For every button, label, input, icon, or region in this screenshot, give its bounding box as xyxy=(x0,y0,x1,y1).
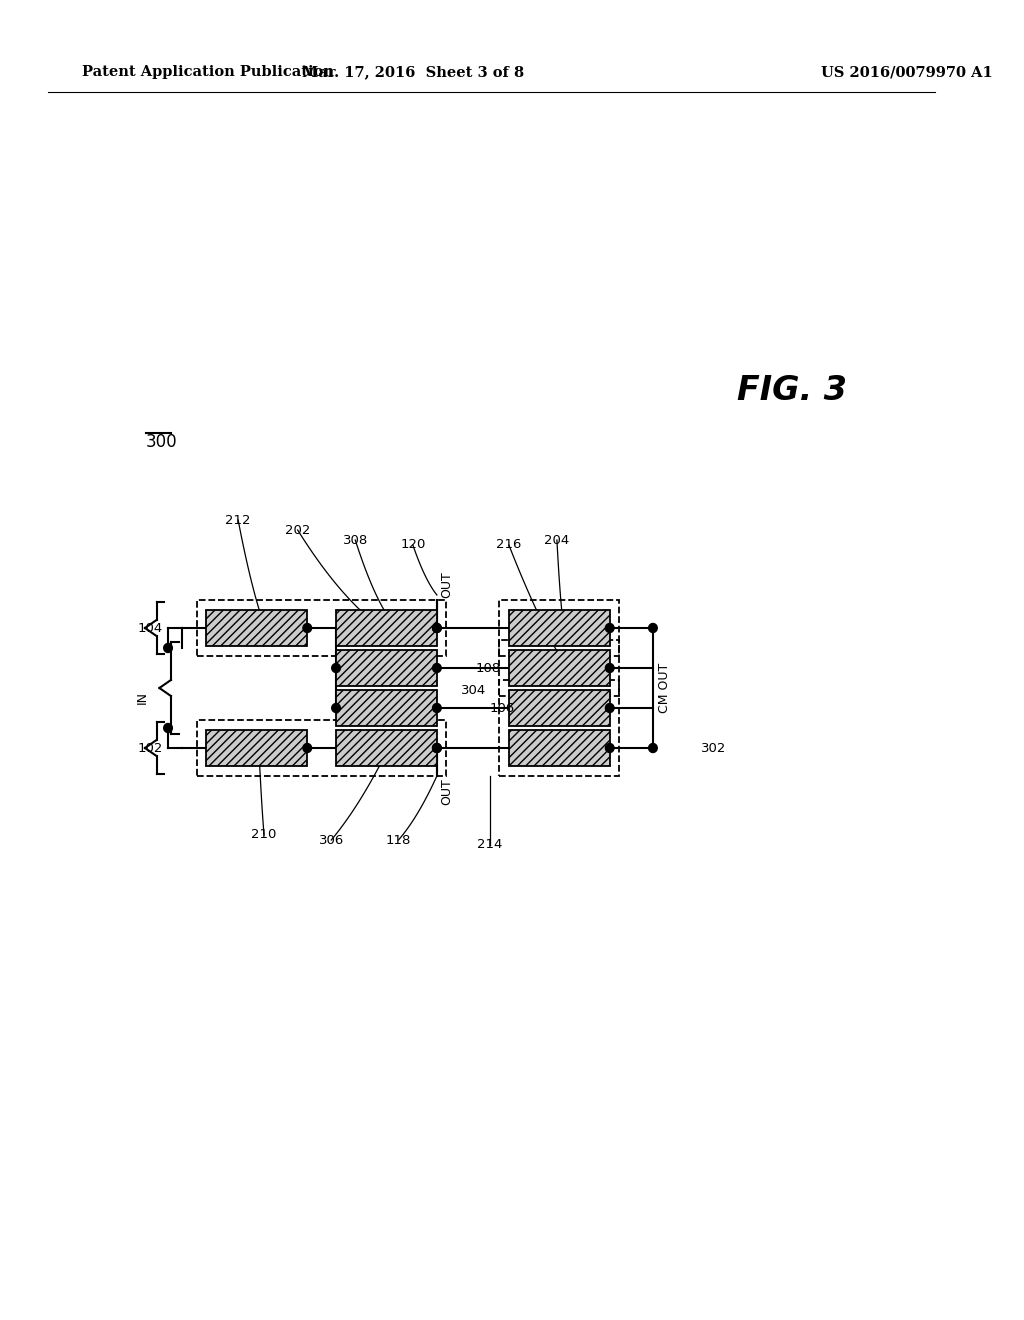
Bar xyxy=(336,649,437,686)
Bar xyxy=(207,610,307,645)
Bar xyxy=(207,730,307,766)
Text: 308: 308 xyxy=(343,533,368,546)
Circle shape xyxy=(605,704,614,713)
Text: US 2016/0079970 A1: US 2016/0079970 A1 xyxy=(821,65,992,79)
Bar xyxy=(509,730,609,766)
Text: 108: 108 xyxy=(475,661,501,675)
Text: 304: 304 xyxy=(461,684,486,697)
Circle shape xyxy=(605,743,614,752)
Circle shape xyxy=(432,743,441,752)
Text: 104: 104 xyxy=(138,622,163,635)
Circle shape xyxy=(332,664,340,672)
Text: IN: IN xyxy=(136,692,148,705)
Text: 118: 118 xyxy=(386,833,412,846)
Text: 214: 214 xyxy=(477,838,503,851)
Text: 202: 202 xyxy=(285,524,310,536)
Bar xyxy=(509,610,609,645)
Text: 102: 102 xyxy=(138,742,163,755)
Circle shape xyxy=(432,623,441,632)
Text: Mar. 17, 2016  Sheet 3 of 8: Mar. 17, 2016 Sheet 3 of 8 xyxy=(302,65,524,79)
Text: OUT: OUT xyxy=(440,572,454,598)
Circle shape xyxy=(332,704,340,713)
Text: Patent Application Publication: Patent Application Publication xyxy=(82,65,334,79)
Circle shape xyxy=(648,743,657,752)
Bar xyxy=(336,730,437,766)
Bar xyxy=(509,649,609,686)
Circle shape xyxy=(164,723,172,733)
Circle shape xyxy=(303,623,311,632)
Circle shape xyxy=(648,623,657,632)
Text: 210: 210 xyxy=(251,829,276,842)
Text: 216: 216 xyxy=(497,539,521,552)
Circle shape xyxy=(605,623,614,632)
Bar xyxy=(509,690,609,726)
Text: 300: 300 xyxy=(146,433,177,451)
Circle shape xyxy=(432,664,441,672)
Bar xyxy=(197,601,446,656)
Text: 120: 120 xyxy=(400,539,426,552)
Bar xyxy=(197,719,446,776)
Text: FIG. 3: FIG. 3 xyxy=(737,374,847,407)
Text: OUT: OUT xyxy=(440,777,454,805)
Circle shape xyxy=(432,743,441,752)
Bar xyxy=(336,610,437,645)
Circle shape xyxy=(432,704,441,713)
Text: 106: 106 xyxy=(489,701,515,714)
Text: CM OUT: CM OUT xyxy=(657,663,671,713)
Circle shape xyxy=(432,623,441,632)
Circle shape xyxy=(303,743,311,752)
Bar xyxy=(500,680,620,776)
Text: 306: 306 xyxy=(318,833,344,846)
Bar xyxy=(500,601,620,656)
Bar xyxy=(500,640,620,696)
Circle shape xyxy=(605,664,614,672)
Circle shape xyxy=(164,644,172,652)
Text: 204: 204 xyxy=(545,533,569,546)
Text: 302: 302 xyxy=(701,742,726,755)
Bar xyxy=(336,690,437,726)
Text: 212: 212 xyxy=(225,513,251,527)
